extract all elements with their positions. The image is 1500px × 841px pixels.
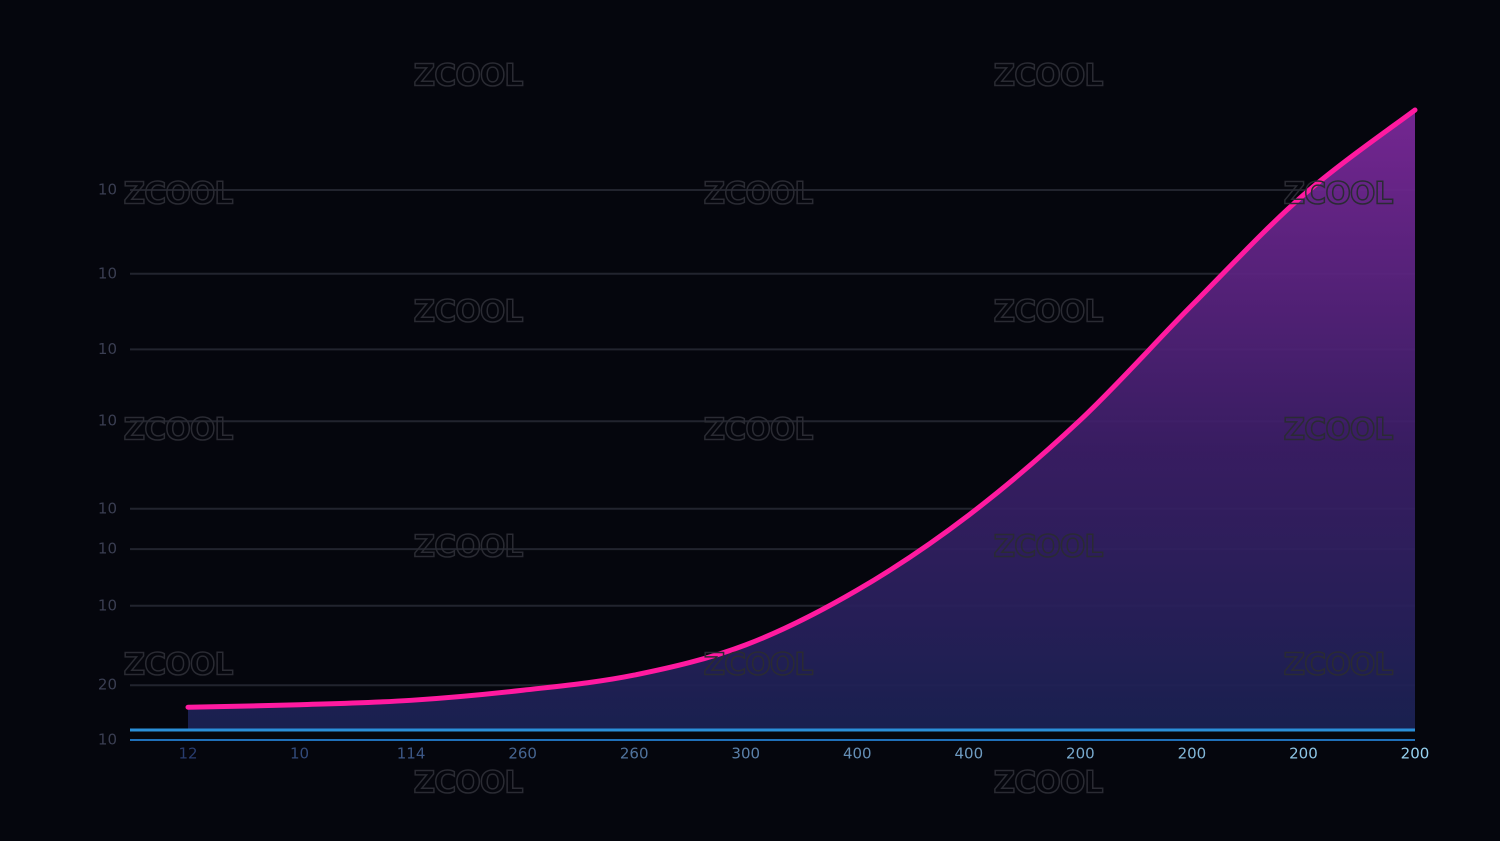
y-tick-label: 20 bbox=[98, 676, 117, 694]
watermark: ZCOOL bbox=[994, 295, 1104, 330]
y-tick-label: 10 bbox=[98, 181, 117, 199]
plot: 10 20 10 10 10 10 10 10 10 12 10 114 260 260 300 400 400… bbox=[98, 58, 1430, 802]
x-tick-label: 10 bbox=[290, 745, 309, 763]
watermark: ZCOOL bbox=[994, 59, 1104, 94]
watermark: ZCOOL bbox=[414, 295, 524, 330]
watermark: ZCOOL bbox=[414, 59, 524, 94]
x-tick-label: 200 bbox=[1401, 745, 1430, 763]
watermark: ZCOOL bbox=[704, 413, 814, 448]
x-tick-label: 200 bbox=[1289, 745, 1318, 763]
y-tick-label: 10 bbox=[98, 340, 117, 358]
watermark: ZCOOL bbox=[414, 766, 524, 801]
x-tick-label: 400 bbox=[843, 745, 872, 763]
watermark: ZCOOL bbox=[1284, 177, 1394, 212]
x-tick-label: 200 bbox=[1178, 745, 1207, 763]
x-tick-label: 114 bbox=[397, 745, 426, 763]
x-tick-label: 300 bbox=[731, 745, 760, 763]
x-tick-label: 400 bbox=[954, 745, 983, 763]
area-fill bbox=[188, 110, 1415, 730]
y-tick-label: 10 bbox=[98, 540, 117, 558]
y-tick-label: 10 bbox=[98, 264, 117, 282]
watermark: ZCOOL bbox=[124, 177, 234, 212]
watermark: ZCOOL bbox=[994, 530, 1104, 565]
x-tick-label: 260 bbox=[620, 745, 649, 763]
watermark: ZCOOL bbox=[994, 766, 1104, 801]
y-tick-label: 10 bbox=[98, 596, 117, 614]
y-tick-label: 10 bbox=[98, 412, 117, 430]
watermark: ZCOOL bbox=[124, 648, 234, 683]
x-tick-label: 200 bbox=[1066, 745, 1095, 763]
watermark: ZCOOL bbox=[704, 177, 814, 212]
watermark: ZCOOL bbox=[124, 413, 234, 448]
x-tick-label: 12 bbox=[178, 745, 197, 763]
y-tick-label: 10 bbox=[98, 499, 117, 517]
watermark: ZCOOL bbox=[1284, 413, 1394, 448]
watermark: ZCOOL bbox=[1284, 648, 1394, 683]
watermark: ZCOOL bbox=[414, 530, 524, 565]
x-tick-label: 260 bbox=[508, 745, 537, 763]
y-tick-label: 10 bbox=[98, 731, 117, 749]
watermark: ZCOOL bbox=[704, 648, 814, 683]
line bbox=[185, 107, 1418, 710]
